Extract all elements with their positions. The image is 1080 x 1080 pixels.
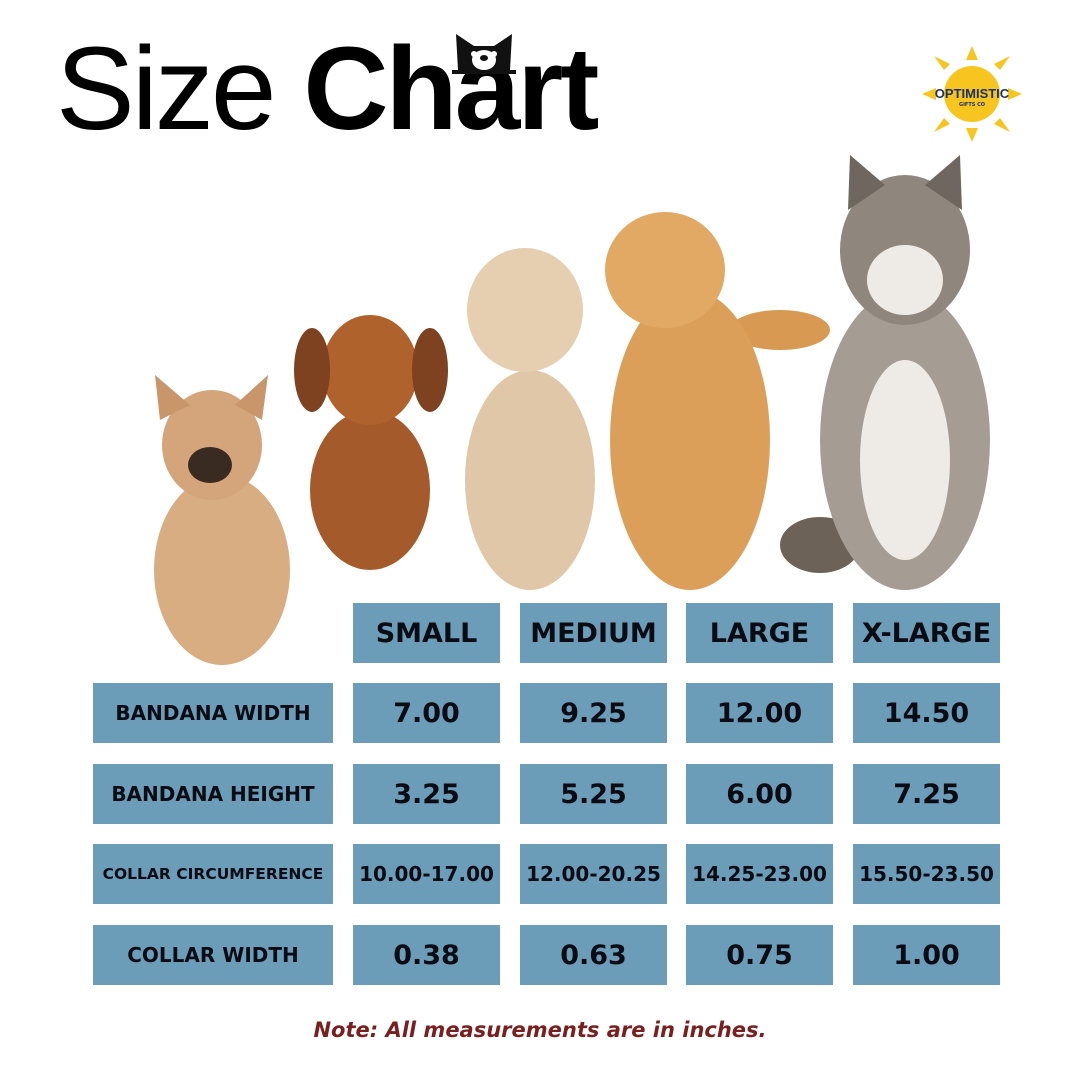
logo-subtext: GIFTS CO [958,102,986,108]
table-cell: 1.00 [853,925,1000,985]
column-header-large: LARGE [686,603,833,663]
table-cell: 12.00 [686,683,833,743]
row-label: COLLAR CIRCUMFERENCE [93,844,333,904]
column-header-x-large: X-LARGE [853,603,1000,663]
table-cell: 12.00-20.25 [520,844,667,904]
table-cell: 7.00 [353,683,500,743]
golden-retriever-image [605,212,830,590]
french-bulldog-peek-icon [452,34,516,74]
french-bulldog-image [154,375,290,665]
title-regular: Size [56,23,277,155]
sun-icon [922,46,1022,142]
page-title: Size Chart [56,30,599,148]
table-cell: 9.25 [520,683,667,743]
table-cell: 6.00 [686,764,833,824]
row-label: COLLAR WIDTH [93,925,333,985]
row-label: BANDANA WIDTH [93,683,333,743]
measurement-note: Note: All measurements are in inches. [313,1018,767,1042]
dachshund-image [294,315,448,570]
column-header-medium: MEDIUM [520,603,667,663]
dogs-illustration [154,155,990,665]
table-cell: 0.38 [353,925,500,985]
husky-image [780,155,990,590]
table-cell: 7.25 [853,764,1000,824]
optimistic-gifts-logo: OPTIMISTIC GIFTS CO [922,46,1022,142]
table-cell: 10.00-17.00 [353,844,500,904]
table-cell: 5.25 [520,764,667,824]
table-cell: 14.25-23.00 [686,844,833,904]
logo-text: OPTIMISTIC [934,86,1010,101]
table-cell: 0.63 [520,925,667,985]
column-header-small: SMALL [353,603,500,663]
title-bold: Chart [303,23,599,155]
table-cell: 0.75 [686,925,833,985]
row-label: BANDANA HEIGHT [93,764,333,824]
table-cell: 3.25 [353,764,500,824]
table-cell: 15.50-23.50 [853,844,1000,904]
table-cell: 14.50 [853,683,1000,743]
poodle-image [465,248,595,590]
